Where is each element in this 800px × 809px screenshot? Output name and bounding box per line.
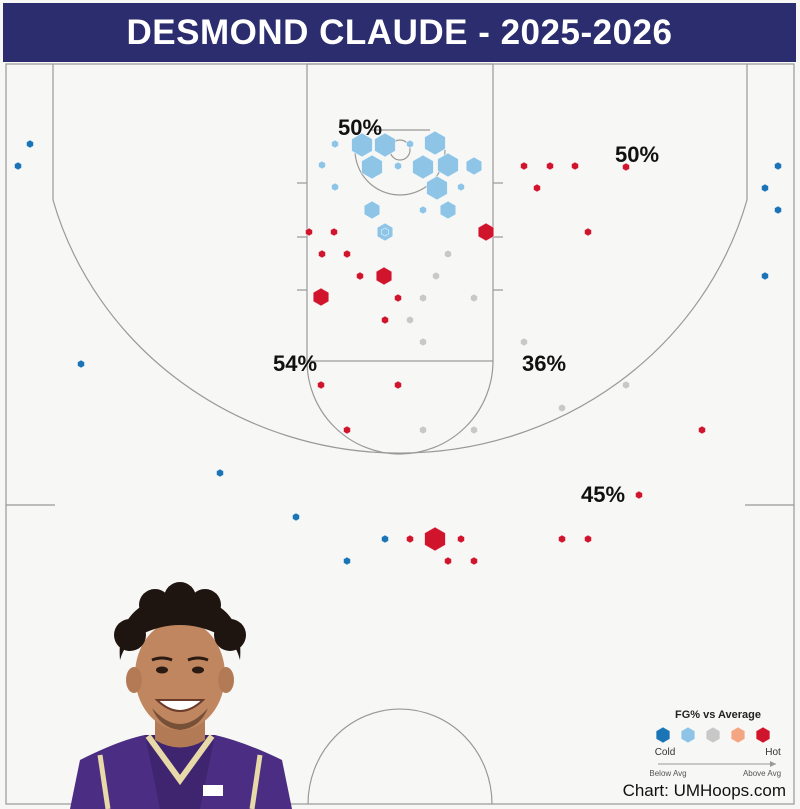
free-throw-circle bbox=[306, 360, 494, 455]
shot-hex bbox=[470, 556, 478, 566]
shot-hex bbox=[520, 337, 528, 347]
shot-hex bbox=[406, 139, 414, 149]
shot-hex bbox=[419, 425, 427, 435]
shot-hex bbox=[419, 293, 427, 303]
shot-hex bbox=[394, 380, 402, 390]
shot-hex bbox=[26, 139, 34, 149]
shot-hex bbox=[343, 425, 351, 435]
shot-hex bbox=[331, 182, 339, 192]
shot-hex bbox=[312, 287, 330, 307]
shot-hex bbox=[465, 156, 483, 176]
shot-hex bbox=[381, 227, 389, 237]
zone-labels: 50% 50% 54% 36% 45% bbox=[273, 115, 659, 507]
shot-hex bbox=[698, 425, 706, 435]
zone-label-left-midrange: 54% bbox=[273, 351, 317, 376]
player-portrait bbox=[70, 582, 292, 809]
shot-hex bbox=[406, 534, 414, 544]
shot-hex bbox=[477, 222, 495, 242]
legend-swatch bbox=[655, 726, 671, 744]
shot-hex bbox=[444, 249, 452, 259]
legend-below-label: Below Avg bbox=[649, 769, 686, 778]
shot-hex bbox=[381, 534, 389, 544]
shot-hex bbox=[318, 249, 326, 259]
paint bbox=[306, 63, 494, 362]
three-point-arc bbox=[52, 199, 748, 454]
shot-hex bbox=[424, 526, 446, 552]
shot-hex bbox=[571, 161, 579, 171]
shot-hex bbox=[437, 152, 459, 178]
legend-hot-label: Hot bbox=[765, 747, 781, 758]
legend-swatch bbox=[755, 726, 771, 744]
shot-hex bbox=[412, 154, 434, 180]
zone-label-top-three: 45% bbox=[581, 482, 625, 507]
shot-hex bbox=[216, 468, 224, 478]
shot-hex bbox=[432, 271, 440, 281]
legend-swatch bbox=[705, 726, 721, 744]
shot-hex bbox=[317, 380, 325, 390]
shot-hex bbox=[558, 403, 566, 413]
shot-hex bbox=[761, 183, 769, 193]
zone-label-rim: 50% bbox=[338, 115, 382, 140]
shot-hex bbox=[457, 182, 465, 192]
shot-hex bbox=[426, 175, 448, 201]
shot-hex bbox=[457, 534, 465, 544]
shot-hex bbox=[318, 160, 326, 170]
legend-above-label: Above Avg bbox=[743, 769, 781, 778]
chart-header: DESMOND CLAUDE - 2025-2026 bbox=[3, 3, 796, 62]
shot-hex bbox=[292, 512, 300, 522]
legend-cold-label: Cold bbox=[655, 747, 676, 758]
legend: FG% vs Average Cold Hot Below Avg Above … bbox=[649, 709, 781, 778]
shot-hex bbox=[343, 249, 351, 259]
shot-hex bbox=[761, 271, 769, 281]
shot-hex bbox=[343, 556, 351, 566]
shot-hex bbox=[356, 271, 364, 281]
shot-hex bbox=[374, 132, 396, 158]
chart-credit: Chart: UMHoops.com bbox=[622, 781, 786, 800]
legend-swatch bbox=[680, 726, 696, 744]
shot-hex bbox=[439, 200, 457, 220]
shot-hex bbox=[584, 534, 592, 544]
shot-markers bbox=[14, 130, 782, 566]
shot-hex bbox=[774, 205, 782, 215]
legend-arrow-head bbox=[770, 761, 776, 767]
shot-hex bbox=[470, 425, 478, 435]
shot-hex bbox=[351, 132, 373, 158]
shot-hex bbox=[558, 534, 566, 544]
shot-hex bbox=[375, 266, 393, 286]
shot-hex bbox=[444, 556, 452, 566]
shot-hex bbox=[520, 161, 528, 171]
zone-label-right-wing-three: 50% bbox=[615, 142, 659, 167]
shot-hex bbox=[381, 315, 389, 325]
chart-title: DESMOND CLAUDE - 2025-2026 bbox=[126, 12, 673, 52]
zone-label-right-midrange: 36% bbox=[522, 351, 566, 376]
shot-hex bbox=[424, 130, 446, 156]
shot-hex bbox=[546, 161, 554, 171]
shot-hex bbox=[635, 490, 643, 500]
shot-hex bbox=[533, 183, 541, 193]
shot-hex bbox=[419, 205, 427, 215]
shot-hex bbox=[622, 162, 630, 172]
shot-hex bbox=[584, 227, 592, 237]
center-circle bbox=[307, 708, 493, 805]
shot-hex bbox=[406, 315, 414, 325]
shot-hex bbox=[394, 161, 402, 171]
shot-hex bbox=[361, 154, 383, 180]
legend-title: FG% vs Average bbox=[675, 709, 761, 721]
shot-hex bbox=[470, 293, 478, 303]
shot-hex bbox=[330, 227, 338, 237]
shot-hex bbox=[331, 139, 339, 149]
shot-hex bbox=[394, 293, 402, 303]
shot-hex bbox=[622, 380, 630, 390]
shot-hex bbox=[363, 200, 381, 220]
legend-swatch bbox=[730, 726, 746, 744]
shot-hex bbox=[14, 161, 22, 171]
shot-hex bbox=[419, 337, 427, 347]
shot-hex bbox=[77, 359, 85, 369]
shot-hex bbox=[774, 161, 782, 171]
shot-hex bbox=[305, 227, 313, 237]
